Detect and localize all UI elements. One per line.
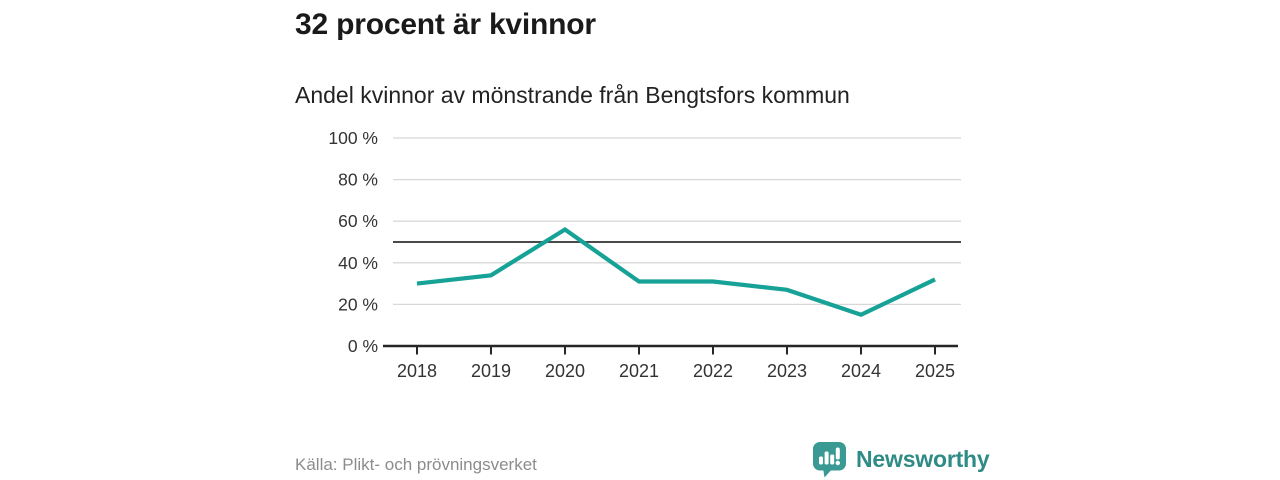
line-chart-svg: 0 % 20 % 40 % 60 % 80 % 100 % 2018 2019 2020 2021… [328, 128, 961, 381]
y-tick-label: 100 % [328, 128, 378, 148]
x-tick-label: 2019 [471, 361, 511, 381]
newsworthy-logo: Newsworthy [812, 441, 990, 478]
x-tick-label: 2022 [693, 361, 733, 381]
line-chart: 0 % 20 % 40 % 60 % 80 % 100 % 2018 2019 2020 2021… [290, 125, 980, 395]
data-line-andel-kvinnor [416, 227, 936, 318]
y-tick-label: 40 % [338, 253, 378, 273]
source-note: Källa: Plikt- och prövningsverket [295, 455, 537, 474]
newsworthy-logo-text: Newsworthy [856, 446, 990, 472]
x-tick-label: 2021 [619, 361, 659, 381]
x-tick-label: 2025 [915, 361, 955, 381]
y-tick-label: 80 % [338, 170, 378, 190]
y-tick-label: 60 % [338, 211, 378, 231]
x-tick-label: 2023 [767, 361, 807, 381]
chart-subtitle: Andel kvinnor av mönstrande från Bengtsf… [295, 82, 850, 108]
chart-title: 32 procent är kvinnor [295, 8, 596, 41]
x-tick-label: 2018 [397, 361, 437, 381]
y-tick-label: 20 % [338, 294, 378, 314]
newsworthy-speech-bubble-bar-chart-icon [813, 442, 846, 478]
y-tick-label: 0 % [348, 336, 378, 356]
x-tick-label: 2020 [545, 361, 585, 381]
x-tick-label: 2024 [841, 361, 881, 381]
